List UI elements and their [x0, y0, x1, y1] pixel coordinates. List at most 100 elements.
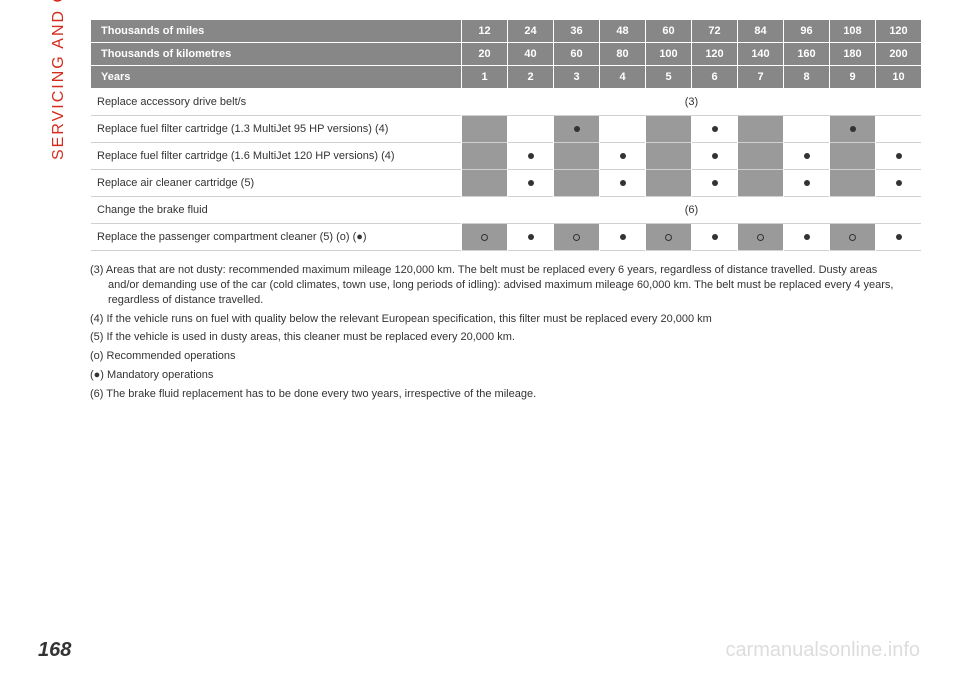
header-value: 100	[646, 43, 691, 66]
row-mark	[554, 143, 599, 170]
row-note: (6)	[462, 197, 921, 224]
footnote-line: (5) If the vehicle is used in dusty area…	[90, 330, 910, 345]
header-value: 180	[830, 43, 875, 66]
row-mark	[462, 143, 507, 170]
row-mark	[554, 224, 599, 251]
header-value: 72	[692, 20, 737, 43]
table-row: Change the brake fluid(6)	[91, 197, 921, 224]
header-value: 40	[508, 43, 553, 66]
row-mark	[830, 170, 875, 197]
header-value: 20	[462, 43, 507, 66]
row-mark	[830, 116, 875, 143]
footnote-line: (6) The brake fluid replacement has to b…	[90, 387, 910, 402]
header-value: 120	[876, 20, 921, 43]
row-mark	[784, 116, 829, 143]
row-desc: Replace fuel filter cartridge (1.6 Multi…	[91, 143, 461, 170]
dot-icon	[712, 126, 718, 132]
row-mark	[738, 224, 783, 251]
header-value: 5	[646, 66, 691, 89]
dot-icon	[896, 180, 902, 186]
row-mark	[600, 143, 645, 170]
header-value: 4	[600, 66, 645, 89]
row-mark	[646, 143, 691, 170]
row-mark	[692, 116, 737, 143]
row-mark	[876, 170, 921, 197]
header-label: Thousands of kilometres	[91, 43, 461, 66]
table-header-row: Thousands of miles1224364860728496108120	[91, 20, 921, 43]
header-value: 48	[600, 20, 645, 43]
dot-icon	[574, 126, 580, 132]
footnote-line: (3) Areas that are not dusty: recommende…	[90, 263, 910, 308]
row-mark	[876, 143, 921, 170]
row-mark	[784, 143, 829, 170]
header-value: 160	[784, 43, 829, 66]
header-value: 80	[600, 43, 645, 66]
header-value: 12	[462, 20, 507, 43]
row-mark	[738, 116, 783, 143]
row-mark	[600, 170, 645, 197]
header-value: 6	[692, 66, 737, 89]
header-label: Thousands of miles	[91, 20, 461, 43]
dot-icon	[804, 180, 810, 186]
dot-icon	[620, 234, 626, 240]
row-desc: Replace the passenger compartment cleane…	[91, 224, 461, 251]
row-mark	[876, 224, 921, 251]
table-row: Replace the passenger compartment cleane…	[91, 224, 921, 251]
row-mark	[646, 224, 691, 251]
circle-icon	[757, 234, 764, 241]
circle-icon	[573, 234, 580, 241]
header-value: 120	[692, 43, 737, 66]
dot-icon	[712, 180, 718, 186]
table-body: Thousands of miles1224364860728496108120…	[91, 20, 921, 251]
row-mark	[554, 170, 599, 197]
row-note: (3)	[462, 89, 921, 116]
dot-icon	[896, 153, 902, 159]
row-mark	[600, 224, 645, 251]
row-mark	[600, 116, 645, 143]
dot-icon	[528, 234, 534, 240]
dot-icon	[620, 180, 626, 186]
header-value: 7	[738, 66, 783, 89]
row-mark	[462, 224, 507, 251]
dot-icon	[896, 234, 902, 240]
row-mark	[738, 170, 783, 197]
page: SERVICING AND CARE Thousands of miles122…	[0, 0, 960, 678]
circle-icon	[665, 234, 672, 241]
row-mark	[462, 170, 507, 197]
row-mark	[692, 143, 737, 170]
header-value: 2	[508, 66, 553, 89]
row-mark	[830, 143, 875, 170]
dot-icon	[712, 153, 718, 159]
table-row: Replace accessory drive belt/s(3)	[91, 89, 921, 116]
row-mark	[784, 170, 829, 197]
circle-icon	[481, 234, 488, 241]
watermark: carmanualsonline.info	[725, 639, 920, 662]
header-value: 60	[646, 20, 691, 43]
maintenance-table: Thousands of miles1224364860728496108120…	[90, 20, 922, 251]
header-value: 36	[554, 20, 599, 43]
table-row: Replace fuel filter cartridge (1.3 Multi…	[91, 116, 921, 143]
dot-icon	[712, 234, 718, 240]
footnote-line: (o) Recommended operations	[90, 349, 910, 364]
header-value: 200	[876, 43, 921, 66]
dot-icon	[528, 153, 534, 159]
header-value: 140	[738, 43, 783, 66]
row-mark	[830, 224, 875, 251]
row-mark	[554, 116, 599, 143]
footnote-line: (●) Mandatory operations	[90, 368, 910, 383]
row-desc: Change the brake fluid	[91, 197, 461, 224]
row-mark	[646, 116, 691, 143]
table-row: Replace air cleaner cartridge (5)	[91, 170, 921, 197]
row-mark	[508, 170, 553, 197]
table-header-row: Thousands of kilometres20406080100120140…	[91, 43, 921, 66]
row-desc: Replace fuel filter cartridge (1.3 Multi…	[91, 116, 461, 143]
header-value: 10	[876, 66, 921, 89]
table-row: Replace fuel filter cartridge (1.6 Multi…	[91, 143, 921, 170]
header-value: 9	[830, 66, 875, 89]
row-mark	[692, 224, 737, 251]
header-label: Years	[91, 66, 461, 89]
row-mark	[508, 143, 553, 170]
table-header-row: Years12345678910	[91, 66, 921, 89]
header-value: 96	[784, 20, 829, 43]
dot-icon	[804, 234, 810, 240]
